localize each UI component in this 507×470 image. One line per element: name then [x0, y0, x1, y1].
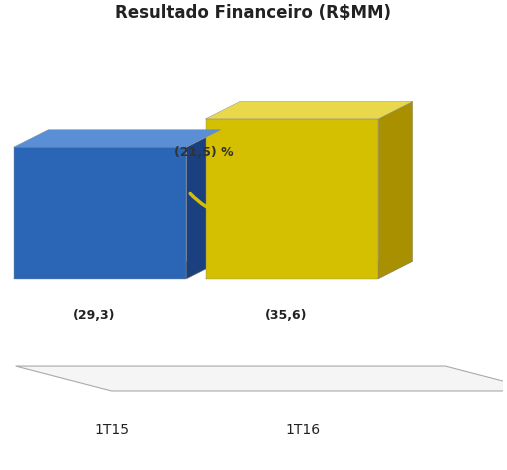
- Text: (21,5) %: (21,5) %: [174, 146, 233, 159]
- Title: Resultado Financeiro (R$MM): Resultado Financeiro (R$MM): [116, 4, 391, 22]
- Polygon shape: [14, 130, 221, 147]
- Polygon shape: [205, 261, 413, 279]
- Text: (29,3): (29,3): [73, 309, 116, 321]
- Text: (35,6): (35,6): [265, 309, 307, 321]
- Polygon shape: [187, 130, 221, 279]
- Text: 1T16: 1T16: [286, 423, 321, 438]
- Polygon shape: [14, 147, 187, 279]
- Polygon shape: [205, 119, 378, 279]
- Polygon shape: [16, 366, 507, 391]
- Polygon shape: [205, 102, 413, 119]
- Polygon shape: [14, 261, 221, 279]
- Text: 1T15: 1T15: [94, 423, 129, 438]
- Polygon shape: [378, 102, 413, 279]
